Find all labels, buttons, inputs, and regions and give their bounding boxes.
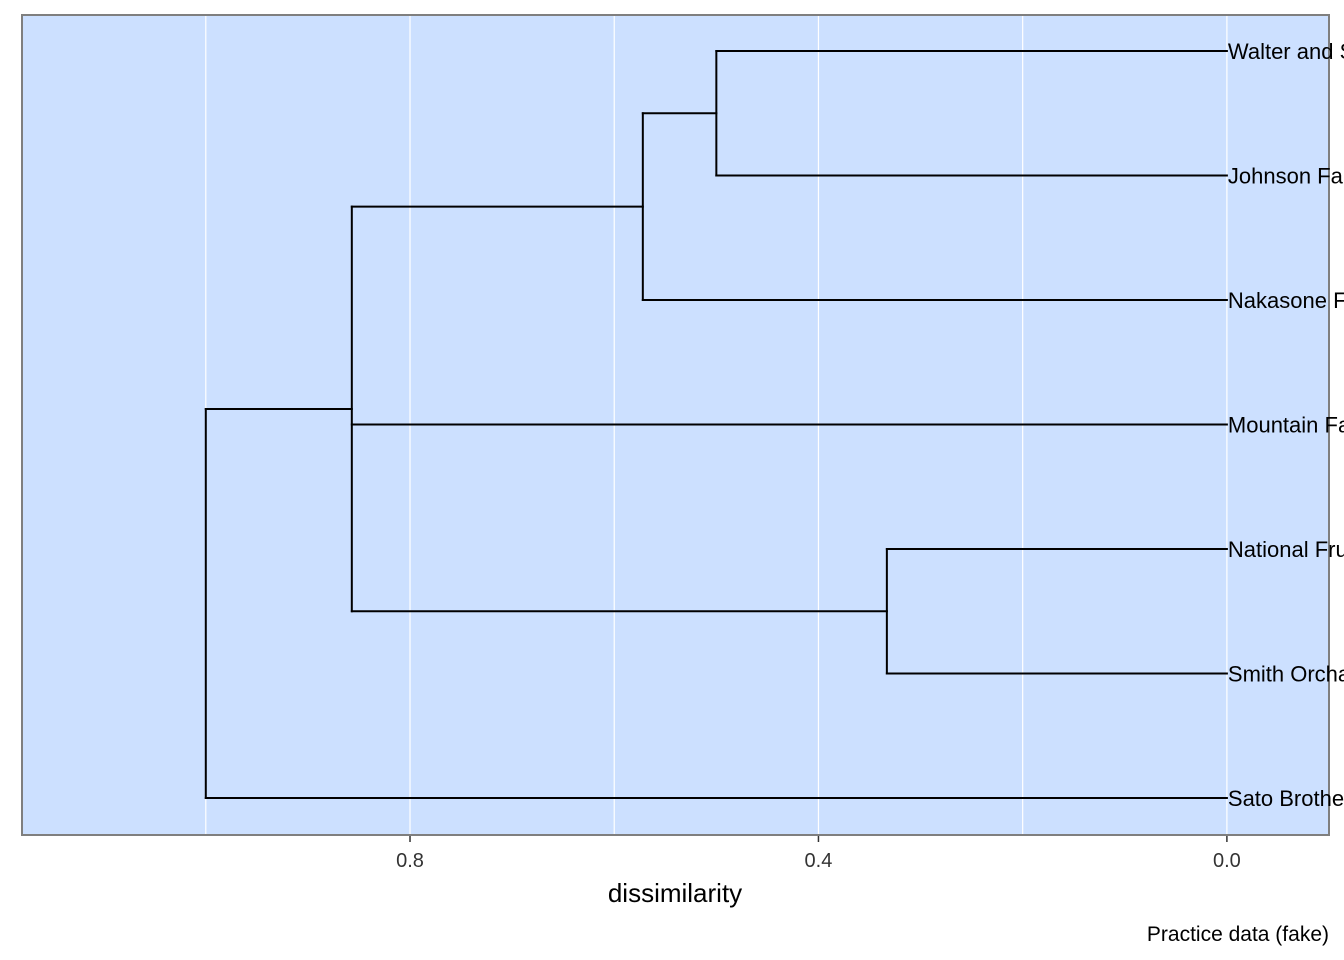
- x-tick-label: 0.0: [1213, 850, 1241, 872]
- dendrogram-branches: [204, 50, 1228, 799]
- x-tick-label: 0.4: [805, 850, 833, 872]
- leaf-label: Smith Orchards: [1228, 662, 1344, 687]
- leaf-labels: Walter and Sons Johnson Farms Nakasone Far…: [1228, 39, 1344, 811]
- leaf-label: Sato Brothers: [1228, 786, 1344, 811]
- x-axis-ticks: 0.8 0.4 0.0: [396, 836, 1241, 872]
- x-axis-title: dissimilarity: [608, 878, 742, 908]
- leaf-label: National Fruit: [1228, 537, 1344, 562]
- leaf-label: Nakasone Farms: [1228, 288, 1344, 313]
- leaf-label: Johnson Farms: [1228, 164, 1344, 189]
- leaf-label: Mountain Farm: [1228, 413, 1344, 438]
- chart-caption: Practice data (fake): [1147, 923, 1329, 946]
- leaf-label: Walter and Sons: [1228, 39, 1344, 64]
- x-tick-label: 0.8: [396, 850, 424, 872]
